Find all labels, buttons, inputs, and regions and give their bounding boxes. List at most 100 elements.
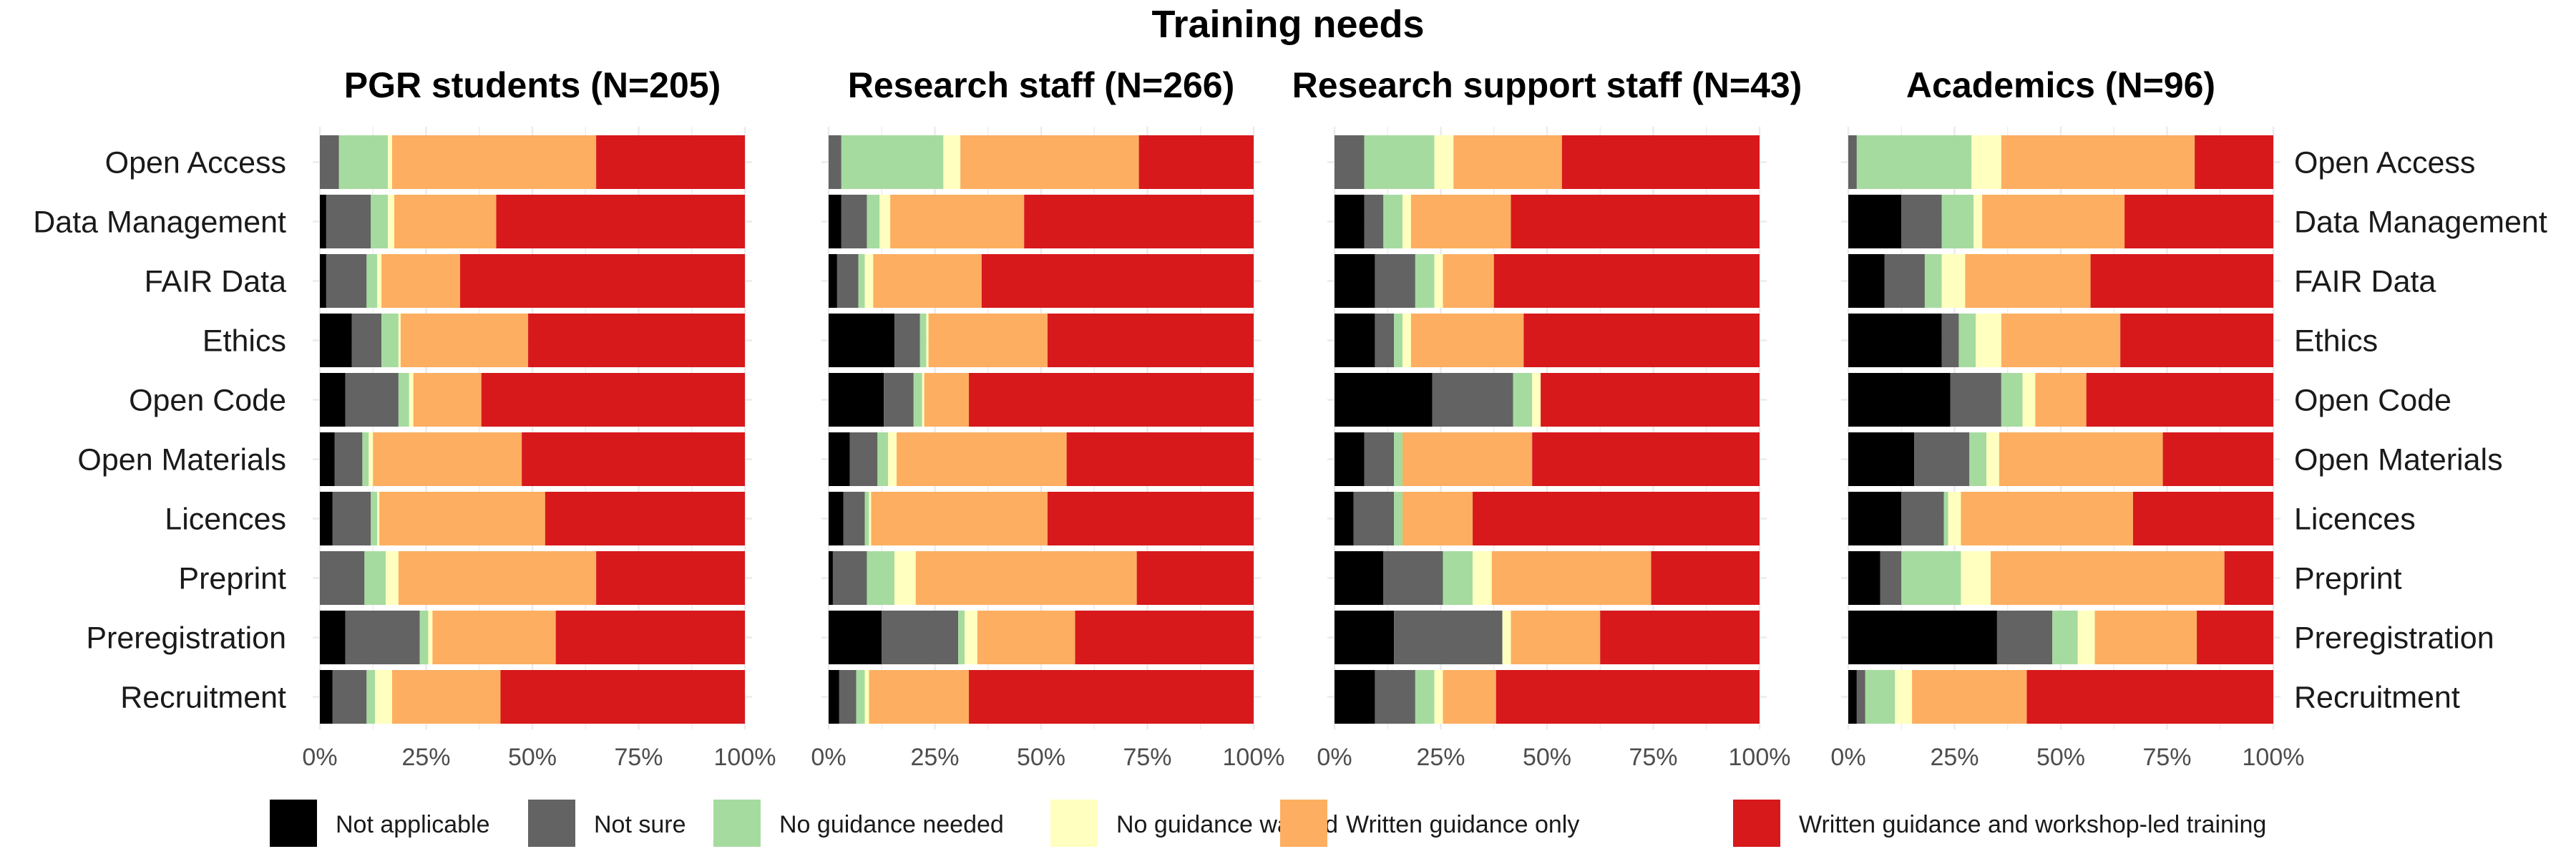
panel-title: Academics (N=96)	[1906, 65, 2215, 105]
bar-segment-fair-data-2	[858, 254, 865, 308]
bar-segment-data-management-4	[394, 195, 497, 248]
bar-segment-preregistration-5	[1075, 611, 1254, 664]
bars	[829, 135, 1254, 724]
bar-segment-fair-data-4	[381, 254, 461, 308]
bar-segment-preprint-5	[2224, 551, 2273, 605]
bar-segment-data-management-4	[890, 195, 1025, 248]
bar-segment-open-access-3	[1971, 135, 2001, 189]
x-tick-label: 0%	[1830, 744, 1865, 771]
x-tick-label: 75%	[2142, 744, 2191, 771]
row-label-left: Licences	[165, 503, 286, 537]
bar-segment-open-access-3	[388, 135, 392, 189]
bar-segment-open-materials-5	[2162, 432, 2273, 486]
chart-title: Training needs	[1151, 3, 1424, 46]
bar-segment-preregistration-2	[419, 611, 429, 664]
bar-segment-preregistration-5	[555, 611, 745, 664]
bar-segment-data-management-5	[2124, 195, 2273, 248]
row-labels-right: Open Access Data Management FAIR Data Ethic…	[2294, 146, 2547, 715]
x-tick-label: 0%	[811, 744, 846, 771]
bar-segment-open-access-1	[1848, 135, 1857, 189]
bar-segment-licences-1	[332, 492, 371, 545]
row-label-right: Open Materials	[2294, 443, 2503, 477]
x-tick-label: 25%	[1416, 744, 1465, 771]
bar-segment-recruitment-1	[839, 670, 857, 724]
bar-segment-open-code-0	[1335, 373, 1433, 427]
bar-segment-open-materials-1	[334, 432, 363, 486]
bar-segment-open-materials-5	[1532, 432, 1760, 486]
bar-segment-preregistration-2	[958, 611, 965, 664]
bar-segment-ethics-4	[928, 314, 1048, 367]
bar-segment-fair-data-5	[2090, 254, 2273, 308]
bar-segment-open-materials-1	[849, 432, 878, 486]
bar-segment-data-management-4	[1410, 195, 1511, 248]
bar-segment-preregistration-4	[977, 611, 1075, 664]
bar-segment-fair-data-3	[1941, 254, 1966, 308]
bar-segment-open-access-5	[596, 135, 745, 189]
bar-segment-recruitment-1	[1856, 670, 1865, 724]
bar-segment-preregistration-0	[1335, 611, 1395, 664]
bar-segment-data-management-3	[879, 195, 891, 248]
bar-segment-preregistration-5	[2197, 611, 2273, 664]
bar-segment-preprint-5	[1651, 551, 1760, 605]
bar-segment-fair-data-2	[366, 254, 378, 308]
bar-segment-data-management-1	[1364, 195, 1384, 248]
bar-segment-licences-5	[545, 492, 745, 545]
bar-segment-open-code-3	[2022, 373, 2036, 427]
bar-segment-open-materials-3	[1986, 432, 1999, 486]
bar-segment-preprint-1	[1383, 551, 1443, 605]
bar-segment-recruitment-5	[969, 670, 1254, 724]
bar-segment-ethics-3	[1976, 314, 2001, 367]
row-label-right: Ethics	[2294, 324, 2378, 359]
bar-segment-preprint-0	[829, 551, 833, 605]
row-label-left: Preprint	[178, 562, 286, 596]
legend-swatch	[1280, 800, 1327, 847]
legend-item: No guidance needed	[713, 800, 1004, 847]
row-label-left: Preregistration	[86, 621, 286, 656]
bar-segment-ethics-5	[1047, 314, 1254, 367]
x-tick-label: 50%	[1017, 744, 1065, 771]
bar-segment-open-code-2	[1513, 373, 1533, 427]
bar-segment-fair-data-4	[1965, 254, 2091, 308]
bar-segment-open-code-2	[398, 373, 409, 427]
bar-segment-fair-data-2	[1924, 254, 1942, 308]
bar-segment-open-materials-0	[1848, 432, 1915, 486]
bar-segment-preprint-3	[1473, 551, 1492, 605]
bar-segment-fair-data-4	[1443, 254, 1494, 308]
bar-segment-preregistration-3	[2077, 611, 2095, 664]
legend-swatch	[1050, 800, 1098, 847]
bar-segment-recruitment-2	[366, 670, 376, 724]
bar-segment-ethics-2	[919, 314, 927, 367]
row-label-right: Data Management	[2294, 205, 2547, 240]
bar-segment-open-materials-4	[897, 432, 1067, 486]
bar-segment-recruitment-2	[856, 670, 865, 724]
bar-segment-open-code-1	[1950, 373, 2001, 427]
bar-segment-open-materials-3	[888, 432, 897, 486]
bar-segment-open-materials-2	[877, 432, 889, 486]
bar-segment-open-access-5	[1561, 135, 1760, 189]
legend-swatch	[1733, 800, 1780, 847]
row-label-left: Open Code	[129, 384, 286, 418]
bar-segment-open-materials-0	[320, 432, 335, 486]
bar-segment-open-code-3	[409, 373, 414, 427]
bar-segment-recruitment-3	[864, 670, 869, 724]
x-tick-labels: 0% 25% 50% 75% 100%	[811, 744, 1284, 771]
bar-segment-open-access-1	[1335, 135, 1365, 189]
panel-3: Academics (N=96) 0% 25% 50% 75% 100%	[1830, 65, 2304, 771]
bar-segment-preregistration-3	[965, 611, 977, 664]
bar-segment-recruitment-3	[375, 670, 392, 724]
bar-segment-ethics-1	[894, 314, 920, 367]
bar-segment-fair-data-0	[1848, 254, 1885, 308]
bar-segment-fair-data-4	[873, 254, 982, 308]
bar-segment-data-management-5	[1511, 195, 1760, 248]
x-tick-labels: 0% 25% 50% 75% 100%	[1830, 744, 2304, 771]
bar-segment-preregistration-1	[882, 611, 959, 664]
bar-segment-ethics-2	[1394, 314, 1403, 367]
x-tick-labels: 0% 25% 50% 75% 100%	[1317, 744, 1790, 771]
bar-segment-data-management-2	[1383, 195, 1403, 248]
row-label-left: Open Access	[105, 146, 286, 180]
bar-segment-data-management-2	[867, 195, 880, 248]
bar-segment-licences-5	[1047, 492, 1254, 545]
bar-segment-recruitment-3	[1895, 670, 1913, 724]
bar-segment-fair-data-1	[836, 254, 859, 308]
row-label-right: Preprint	[2294, 562, 2402, 596]
